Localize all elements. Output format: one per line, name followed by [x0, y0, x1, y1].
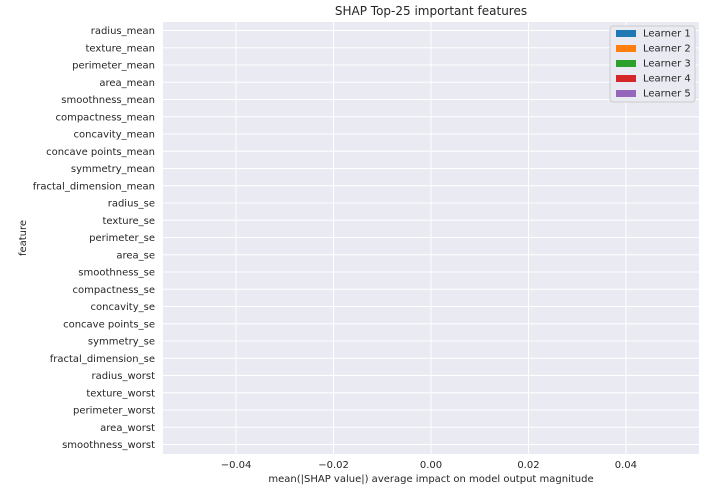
legend-swatch: [616, 75, 636, 82]
y-tick-label: symmetry_se: [88, 337, 155, 348]
legend-swatch: [616, 60, 636, 67]
x-tick-label: 0.02: [517, 460, 539, 471]
y-tick-label: area_mean: [99, 78, 155, 89]
y-tick-labels: radius_mean texture_mean perimeter_meanare…: [33, 26, 155, 451]
y-tick-label: radius_worst: [92, 371, 156, 382]
x-tick-labels: −0.04 −0.02 0.00 0.02 0.04: [221, 460, 637, 471]
legend-label: Learner 3: [643, 59, 691, 70]
grid-lines: [163, 22, 699, 454]
y-tick-label: symmetry_mean: [71, 164, 155, 175]
y-tick-label: texture_se: [103, 216, 155, 227]
y-tick-label: concave points_se: [63, 319, 155, 330]
y-tick-label: area_se: [116, 250, 155, 261]
x-tick-label: 0.00: [420, 460, 442, 471]
y-tick-label: area_worst: [100, 423, 155, 434]
legend: Learner 1 Learner 2 Learner 3 Learner 4 Lear…: [609, 25, 696, 103]
y-tick-label: smoothness_worst: [62, 440, 155, 451]
x-axis-label: mean(|SHAP value|) average impact on mod…: [268, 474, 593, 485]
legend-label: Learner 5: [643, 89, 691, 100]
y-tick-label: fractal_dimension_se: [50, 354, 155, 365]
y-tick-label: perimeter_worst: [73, 406, 155, 417]
y-tick-label: texture_worst: [86, 388, 155, 399]
y-tick-label: fractal_dimension_mean: [33, 181, 155, 192]
legend-swatch: [616, 30, 636, 37]
y-tick-label: concavity_mean: [74, 130, 155, 141]
x-tick-label: −0.04: [221, 460, 252, 471]
y-tick-label: perimeter_se: [89, 233, 155, 244]
y-tick-label: texture_mean: [86, 43, 155, 54]
legend-label: Learner 2: [643, 44, 691, 55]
y-tick-label: smoothness_mean: [61, 95, 155, 106]
y-tick-label: radius_se: [108, 199, 155, 210]
x-tick-label: 0.04: [615, 460, 637, 471]
x-tick-label: −0.02: [318, 460, 349, 471]
legend-label: Learner 1: [643, 29, 691, 40]
y-tick-label: concavity_se: [91, 302, 155, 313]
legend-swatch: [616, 90, 636, 97]
legend-label: Learner 4: [643, 74, 691, 85]
y-tick-label: concave points_mean: [46, 147, 155, 158]
y-tick-label: compactness_se: [72, 285, 155, 296]
y-tick-label: smoothness_se: [78, 268, 155, 279]
y-tick-label: radius_mean: [91, 26, 155, 37]
chart-title: SHAP Top-25 important features: [335, 4, 527, 18]
y-tick-label: perimeter_mean: [72, 61, 155, 72]
y-tick-label: compactness_mean: [55, 112, 155, 123]
legend-swatch: [616, 45, 636, 52]
y-axis-label: feature: [18, 220, 29, 256]
